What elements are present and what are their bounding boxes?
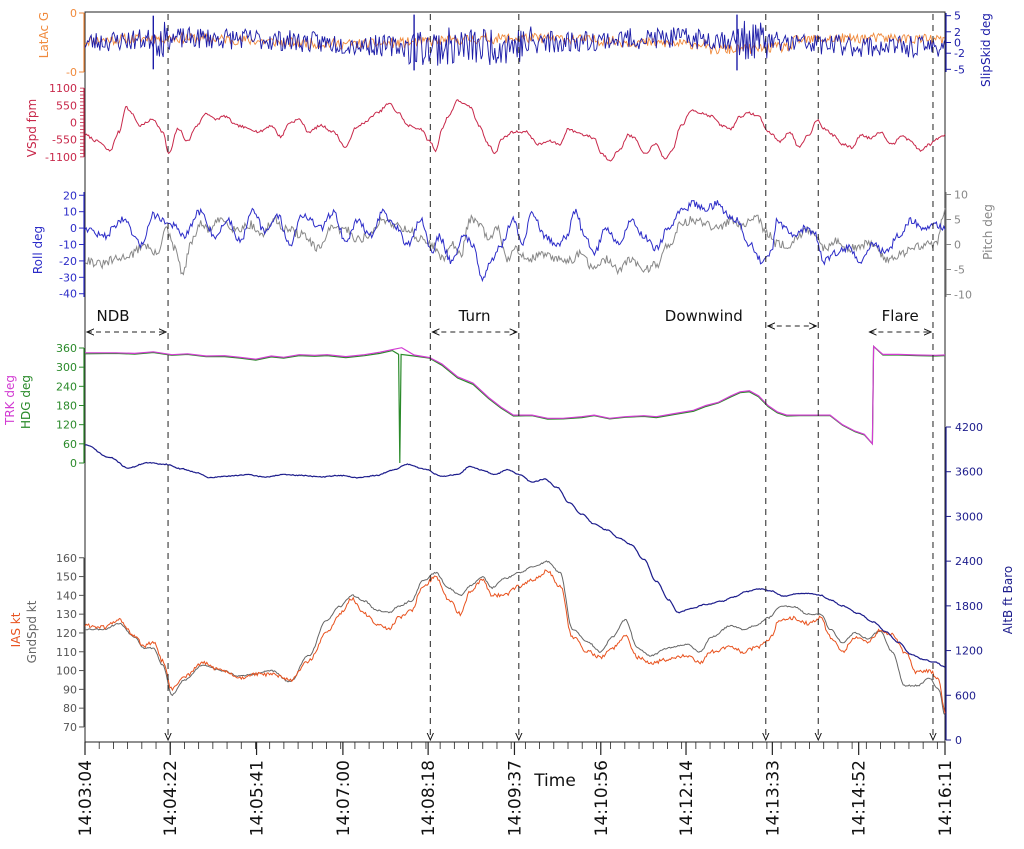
altitude-tick-label: 1800 (955, 600, 983, 613)
speed-tick-label: 100 (56, 665, 77, 678)
x-axis-title: Time (533, 771, 576, 791)
time-tick-label: 14:13:33 (763, 760, 783, 836)
lateral-left-axis-title: LatAc G (37, 12, 51, 58)
lateral-right-axis-title: SlipSkid deg (979, 13, 993, 87)
heading-tick-label: 60 (63, 438, 77, 451)
attitude-left-axis-title: Roll deg (31, 226, 45, 274)
vspd-left-tick-label: 0 (70, 117, 77, 130)
series-ias-line (84, 569, 946, 714)
series-hdg-line (84, 345, 946, 464)
event-label-flare: Flare (882, 307, 919, 325)
time-tick-label: 14:14:52 (850, 760, 870, 836)
time-tick-label: 14:05:41 (248, 760, 268, 836)
heading-tick-label: 300 (56, 361, 77, 374)
attitude-left-tick-label: 10 (63, 206, 77, 219)
series-vspd-line (84, 99, 946, 162)
heading-trk-axis-title: TRK deg (3, 375, 17, 426)
time-axis: 14:03:04 14:04:22 14:05:41 14:07:00 14:08:18… (76, 741, 956, 836)
vspd-left-tick-label: -550 (52, 134, 77, 147)
vspd-left-tick-label: -1100 (45, 151, 77, 164)
attitude-right-tick-label: 5 (954, 214, 961, 227)
attitude-left-tick-label: 0 (70, 222, 77, 235)
event-label-downwind: Downwind (665, 307, 743, 325)
attitude-right-axis-title: Pitch deg (981, 204, 995, 260)
lateral-right-tick-label: 5 (954, 10, 961, 23)
event-label-turn: Turn (458, 307, 491, 325)
series-trk-line (85, 345, 946, 446)
series-gndspd-line (84, 560, 946, 716)
speed-tick-label: 130 (56, 608, 77, 621)
attitude-right-tick-label: -5 (954, 264, 965, 277)
panel-attitude: 20 10 0 -10 -20 -30 -40 10 5 0 -5 -10 Roll deg Pitch … (31, 189, 995, 302)
heading-tick-label: 240 (56, 380, 77, 393)
time-tick-label: 14:09:37 (505, 760, 525, 836)
attitude-left-tick-label: -10 (59, 239, 77, 252)
vspd-left-axis-title: VSpd fpm (25, 99, 39, 157)
attitude-right-tick-label: 10 (954, 189, 968, 202)
altitude-tick-label: 3600 (955, 466, 983, 479)
series-slipskid-line (84, 20, 945, 66)
lateral-left-tick-label: 0 (70, 7, 77, 20)
heading-tick-label: 120 (56, 419, 77, 432)
speed-tick-label: 110 (56, 646, 77, 659)
attitude-left-tick-label: -40 (59, 288, 77, 301)
time-tick-label: 14:03:04 (76, 760, 96, 836)
time-tick-label: 14:08:18 (419, 760, 439, 836)
time-tick-label: 14:10:56 (592, 760, 612, 836)
altitude-tick-label: 1200 (955, 645, 983, 658)
series-pitch-line (84, 208, 946, 276)
lateral-right-tick-label: 0 (954, 37, 961, 50)
speed-tick-label: 140 (56, 589, 77, 602)
lateral-right-tick-label: 2 (954, 26, 961, 39)
altitude-axis-title: AltB ft Baro (1001, 566, 1015, 634)
panel-vspd: 1100 550 0 -550 -1100 VSpd fpm (25, 82, 946, 164)
attitude-left-tick-label: 20 (63, 189, 77, 202)
altitude-tick-label: 3000 (955, 510, 983, 523)
speed-gndspd-axis-title: GndSpd kt (25, 600, 39, 663)
attitude-right-tick-label: 0 (954, 239, 961, 252)
panel-heading: 360 300 240 180 120 60 0 TRK deg HDG deg (3, 342, 946, 470)
speed-tick-label: 150 (56, 571, 77, 584)
altitude-tick-label: 4200 (955, 421, 983, 434)
series-altitude-line (84, 444, 946, 668)
altitude-tick-label: 0 (955, 734, 962, 747)
panel-speed: 160 150 140 130 120 110 100 90 80 70 IAS kt GndSpd … (9, 421, 1015, 747)
heading-tick-label: 0 (70, 457, 77, 470)
event-label-ndb: NDB (96, 307, 129, 325)
vspd-left-tick-label: 550 (56, 99, 77, 112)
altitude-tick-label: 600 (955, 689, 976, 702)
time-tick-label: 14:07:00 (334, 760, 354, 836)
speed-tick-label: 90 (63, 683, 77, 696)
attitude-left-tick-label: -20 (59, 255, 77, 268)
speed-tick-label: 160 (56, 552, 77, 565)
altitude-tick-label: 2400 (955, 555, 983, 568)
lateral-right-tick-label: -5 (954, 63, 965, 76)
heading-tick-label: 180 (56, 400, 77, 413)
series-roll-line (84, 200, 946, 283)
lateral-left-tick-label: -0 (66, 66, 77, 79)
attitude-right-tick-label: -10 (954, 289, 972, 302)
speed-tick-label: 80 (63, 702, 77, 715)
lateral-right-tick-label: -2 (954, 47, 965, 60)
attitude-left-tick-label: -30 (59, 271, 77, 284)
time-tick-label: 14:12:14 (677, 760, 697, 836)
speed-tick-label: 70 (63, 721, 77, 734)
time-tick-label: 14:16:11 (936, 760, 956, 836)
heading-hdg-axis-title: HDG deg (19, 375, 33, 429)
speed-ias-axis-title: IAS kt (9, 612, 23, 647)
events-layer: NDB Turn Downwind Flare (87, 14, 933, 740)
vspd-left-tick-label: 1100 (49, 82, 77, 95)
heading-tick-label: 360 (56, 342, 77, 355)
speed-tick-label: 120 (56, 627, 77, 640)
time-tick-label: 14:04:22 (161, 760, 181, 836)
